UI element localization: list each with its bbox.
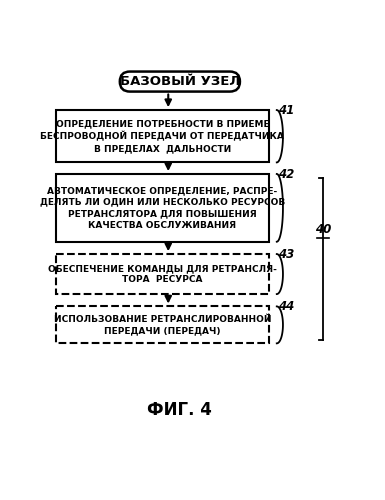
Text: БАЗОВЫЙ УЗЕЛ: БАЗОВЫЙ УЗЕЛ [120,75,240,88]
Text: 42: 42 [278,168,295,181]
FancyBboxPatch shape [56,174,269,242]
Text: ФИГ. 4: ФИГ. 4 [147,402,212,419]
Text: ОБЕСПЕЧЕНИЕ КОМАНДЫ ДЛЯ РЕТРАНСЛЯ-
ТОРА  РЕСУРСА: ОБЕСПЕЧЕНИЕ КОМАНДЫ ДЛЯ РЕТРАНСЛЯ- ТОРА … [48,264,277,284]
FancyBboxPatch shape [120,72,240,92]
FancyBboxPatch shape [56,306,269,344]
Text: 43: 43 [278,248,295,261]
Text: 40: 40 [315,223,331,236]
FancyBboxPatch shape [56,110,269,162]
Text: ИСПОЛЬЗОВАНИЕ РЕТРАНСЛИРОВАННОЙ
ПЕРЕДАЧИ (ПЕРЕДАЧ): ИСПОЛЬЗОВАНИЕ РЕТРАНСЛИРОВАННОЙ ПЕРЕДАЧИ… [54,314,271,335]
Text: АВТОМАТИЧЕСКОЕ ОПРЕДЕЛЕНИЕ, РАСПРЕ-
ДЕЛЯТЬ ЛИ ОДИН ИЛИ НЕСКОЛЬКО РЕСУРСОВ
РЕТРАН: АВТОМАТИЧЕСКОЕ ОПРЕДЕЛЕНИЕ, РАСПРЕ- ДЕЛЯ… [40,186,285,230]
Text: ОПРЕДЕЛЕНИЕ ПОТРЕБНОСТИ В ПРИЕМЕ
БЕСПРОВОДНОЙ ПЕРЕДАЧИ ОТ ПЕРЕДАТЧИКА
В ПРЕДЕЛАХ: ОПРЕДЕЛЕНИЕ ПОТРЕБНОСТИ В ПРИЕМЕ БЕСПРОВ… [40,120,285,153]
FancyBboxPatch shape [56,254,269,294]
Text: 41: 41 [278,104,295,117]
Text: 44: 44 [278,300,295,313]
